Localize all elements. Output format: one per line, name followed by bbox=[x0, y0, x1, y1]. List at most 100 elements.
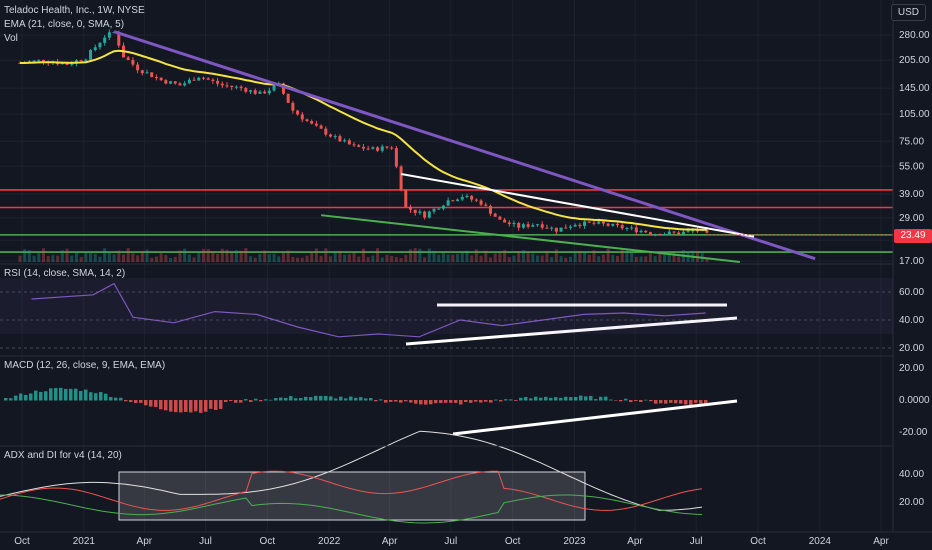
candle-body bbox=[578, 224, 582, 226]
macd-hist-bar bbox=[564, 396, 568, 401]
macd-hist-bar bbox=[409, 400, 413, 403]
volume-bar bbox=[329, 256, 333, 262]
volume-bar bbox=[338, 250, 342, 262]
volume-bar bbox=[296, 257, 300, 262]
candle-body bbox=[244, 88, 248, 92]
macd-hist-bar bbox=[469, 400, 473, 403]
macd-hist-bar bbox=[304, 396, 308, 401]
macd-hist-bar bbox=[519, 397, 523, 401]
horizontal-levels bbox=[0, 189, 893, 253]
volume-bar bbox=[112, 254, 116, 262]
macd-y-tick: 20.00 bbox=[899, 363, 924, 374]
macd-hist-bar bbox=[684, 400, 688, 405]
macd-hist-bar bbox=[294, 398, 298, 401]
candle-body bbox=[70, 63, 74, 65]
candle-body bbox=[305, 119, 309, 122]
macd-hist-bar bbox=[569, 397, 573, 401]
volume-bar bbox=[65, 248, 69, 262]
macd-hist-bar bbox=[254, 398, 258, 401]
candle-body bbox=[554, 227, 558, 232]
volume-bar bbox=[540, 255, 544, 262]
candle-body bbox=[154, 77, 158, 79]
volume-bar bbox=[272, 253, 276, 262]
volume-bar bbox=[89, 253, 93, 262]
volume-bar bbox=[441, 252, 445, 262]
macd-hist-bar bbox=[394, 400, 398, 402]
volume-legend: Vol bbox=[4, 33, 18, 44]
macd-hist-bar bbox=[599, 396, 603, 401]
candle-body bbox=[201, 77, 205, 79]
candle-body bbox=[474, 199, 478, 201]
volume-bar bbox=[145, 249, 149, 262]
volume-bar bbox=[159, 253, 163, 262]
macd-hist-bar bbox=[389, 400, 393, 402]
x-tick-label: Oct bbox=[750, 536, 766, 547]
macd-hist-bar bbox=[704, 400, 708, 405]
macd-hist-bar bbox=[259, 400, 263, 402]
volume-bar bbox=[427, 248, 431, 262]
macd-hist-bar bbox=[429, 400, 433, 405]
candle-body bbox=[672, 231, 676, 233]
currency-button[interactable]: USD bbox=[890, 4, 926, 21]
candle-body bbox=[371, 147, 375, 149]
macd-hist-bar bbox=[124, 400, 128, 402]
volume-bar bbox=[437, 254, 441, 262]
macd-hist-bar bbox=[399, 400, 403, 403]
macd-hist-bar bbox=[324, 395, 328, 401]
macd-hist-bar bbox=[114, 397, 118, 401]
candle-body bbox=[559, 227, 563, 232]
volume-bar bbox=[32, 255, 36, 262]
candle-body bbox=[376, 147, 380, 151]
di-minus-line bbox=[0, 470, 703, 511]
candle-body bbox=[263, 91, 267, 94]
adx-y-tick: 40.00 bbox=[899, 469, 924, 480]
volume-bar bbox=[658, 252, 662, 262]
trendlines[interactable] bbox=[113, 30, 893, 263]
volume-bar bbox=[103, 248, 107, 262]
macd-y-tick: 0.0000 bbox=[899, 395, 930, 406]
candle-body bbox=[663, 234, 667, 236]
macd-hist-bar bbox=[224, 400, 228, 403]
macd-hist-bar bbox=[644, 399, 648, 401]
volume-bar bbox=[488, 257, 492, 262]
volume-bar bbox=[300, 257, 304, 262]
volume-bar bbox=[366, 257, 370, 262]
candle-body bbox=[488, 205, 492, 214]
volume-bar bbox=[216, 253, 220, 262]
volume-bar bbox=[107, 251, 111, 262]
macd-hist-bar bbox=[69, 388, 73, 401]
macd-hist-bar bbox=[574, 396, 578, 401]
volume-bar bbox=[150, 257, 154, 262]
y-tick-label: 29.00 bbox=[899, 213, 924, 224]
y-tick-label: 105.00 bbox=[899, 109, 930, 120]
candle-body bbox=[634, 227, 638, 233]
volume-bar bbox=[121, 254, 125, 262]
volume-bar bbox=[310, 251, 314, 262]
macd-hist-bar bbox=[39, 391, 43, 401]
volume-bar bbox=[451, 254, 455, 262]
volume-bar bbox=[347, 254, 351, 262]
macd-hist-bar bbox=[639, 400, 643, 403]
volume-bar bbox=[192, 257, 196, 262]
rsi-pane: 60.00 40.00 20.00 bbox=[0, 282, 924, 354]
candle-body bbox=[366, 148, 370, 150]
volume-bar bbox=[361, 248, 365, 262]
macd-hist-bar bbox=[424, 400, 428, 405]
x-tick-label: Jul bbox=[199, 536, 212, 547]
candle-body bbox=[281, 83, 285, 94]
macd-hist-bar bbox=[594, 399, 598, 401]
macd-hist-bar bbox=[29, 393, 33, 401]
volume-bar bbox=[314, 248, 318, 262]
volume-bar bbox=[267, 254, 271, 262]
volume-bar bbox=[239, 250, 243, 262]
macd-hist-bar bbox=[689, 400, 693, 406]
candle-body bbox=[192, 79, 196, 81]
macd-hist-bar bbox=[529, 398, 533, 401]
macd-hist-bar bbox=[489, 400, 493, 403]
volume-bar bbox=[46, 256, 50, 262]
candle-body bbox=[18, 62, 22, 64]
volume-bar bbox=[18, 255, 22, 262]
candle-body bbox=[37, 59, 41, 61]
candle-body bbox=[484, 204, 488, 206]
